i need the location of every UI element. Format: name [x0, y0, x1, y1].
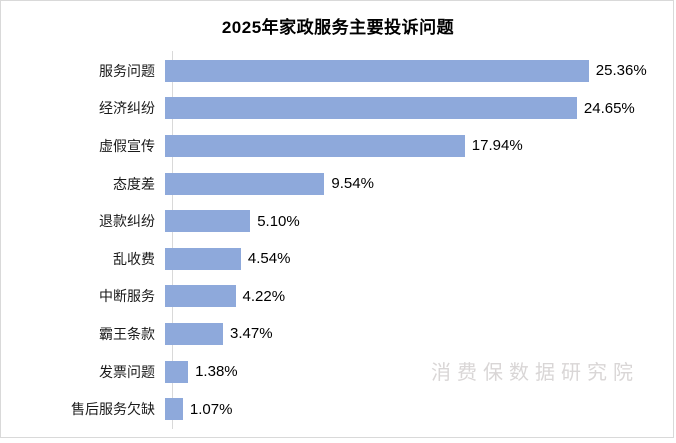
value-label: 4.22% [242, 287, 286, 305]
bar[interactable] [165, 59, 589, 82]
value-label: 24.65% [583, 99, 635, 117]
bar-track: 1.07% [164, 390, 676, 428]
value-label: 3.47% [230, 325, 273, 343]
y-axis-line [172, 51, 173, 429]
category-label: 退款纠纷 [99, 213, 155, 230]
bar[interactable] [165, 134, 465, 157]
category-label: 中断服务 [99, 288, 155, 305]
bar-row: 退款纠纷 5.10% [0, 202, 676, 240]
bar[interactable] [165, 398, 183, 421]
bar[interactable] [165, 285, 236, 308]
bar-row: 发票问题 1.38% [0, 353, 676, 391]
value-label: 5.10% [257, 212, 300, 230]
bar[interactable] [165, 97, 577, 120]
bar-row: 服务问题 25.36% [0, 52, 676, 90]
bar-track: 25.36% [164, 52, 676, 90]
plot-area: 服务问题 25.36% 经济纠纷 24.65% 虚假宣传 17.94% 态度差 9.54% 退款… [0, 52, 676, 428]
category-label: 售后服务欠缺 [71, 401, 155, 418]
bar[interactable] [165, 172, 325, 195]
bar-row: 售后服务欠缺 1.07% [0, 390, 676, 428]
bar-row: 中断服务 4.22% [0, 278, 676, 316]
value-label: 17.94% [471, 137, 523, 155]
bar-track: 4.22% [164, 278, 676, 316]
bar-track: 4.54% [164, 240, 676, 278]
bar-track: 1.38% [164, 353, 676, 391]
chart-title: 2025年家政服务主要投诉问题 [221, 18, 455, 37]
bar-track: 24.65% [164, 90, 676, 128]
value-label: 1.07% [189, 400, 233, 418]
bar[interactable] [165, 322, 223, 345]
bar-track: 5.10% [164, 202, 676, 240]
category-label: 态度差 [113, 175, 155, 192]
bar-row: 态度差 9.54% [0, 165, 676, 203]
bar-row: 霸王条款 3.47% [0, 315, 676, 353]
value-label: 1.38% [195, 363, 238, 381]
category-label: 经济纠纷 [99, 100, 155, 117]
bar-row: 乱收费 4.54% [0, 240, 676, 278]
bar-track: 9.54% [164, 165, 676, 203]
category-label: 霸王条款 [99, 325, 155, 342]
bar-row: 经济纠纷 24.65% [0, 90, 676, 128]
category-label: 发票问题 [99, 363, 155, 380]
value-label: 4.54% [247, 250, 291, 268]
value-label: 25.36% [595, 62, 647, 80]
category-label: 虚假宣传 [99, 137, 155, 154]
bar[interactable] [165, 247, 241, 270]
value-label: 9.54% [331, 175, 374, 193]
bar[interactable] [165, 360, 189, 383]
bar-track: 17.94% [164, 127, 676, 165]
category-label: 乱收费 [113, 250, 155, 267]
bar-track: 3.47% [164, 315, 676, 353]
category-label: 服务问题 [99, 62, 155, 79]
bar[interactable] [165, 210, 251, 233]
bar-row: 虚假宣传 17.94% [0, 127, 676, 165]
